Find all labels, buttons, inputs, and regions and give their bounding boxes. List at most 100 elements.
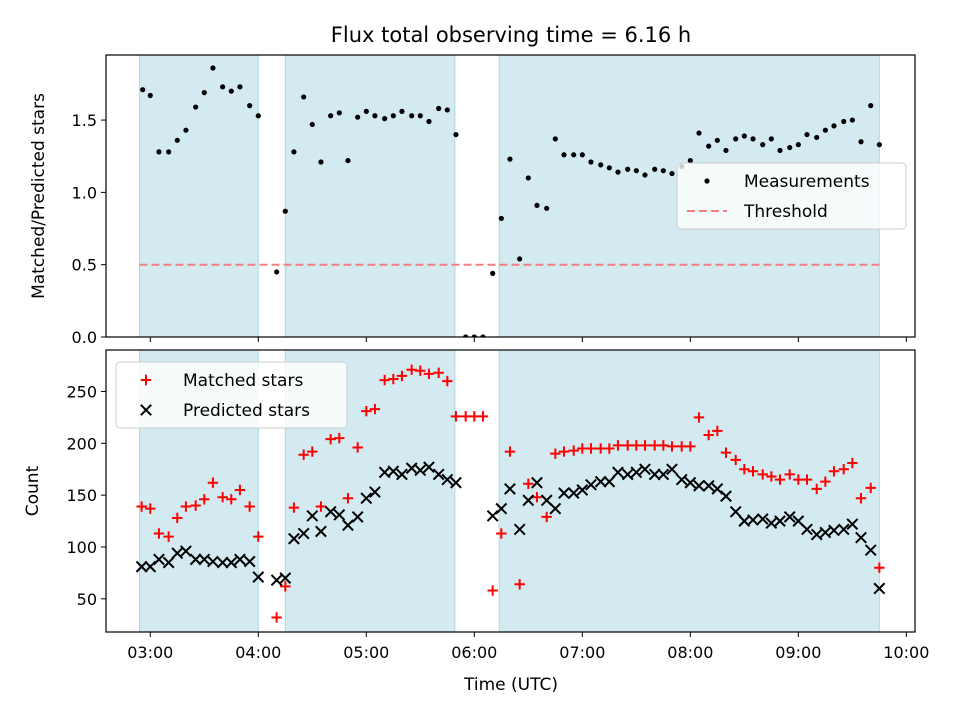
y-tick-label: 0.5 xyxy=(72,256,97,275)
predicted-star-point xyxy=(603,475,616,488)
predicted-star-point xyxy=(783,511,796,523)
matched-star-point xyxy=(253,531,264,542)
measurement-point xyxy=(858,139,864,145)
y-tick-label: 250 xyxy=(66,382,97,401)
legend-box xyxy=(115,361,348,429)
predicted-star-point xyxy=(504,483,516,495)
measurement-point xyxy=(687,157,693,164)
matched-star-point xyxy=(712,425,723,437)
y-tick-label: 200 xyxy=(66,434,97,453)
x-tick-label: 09:00 xyxy=(775,643,821,662)
predicted-star-point xyxy=(576,484,589,496)
predicted-star-point xyxy=(153,553,165,566)
predicted-star-point xyxy=(639,463,651,476)
x-tick-label: 04:00 xyxy=(235,643,281,662)
measurement-point xyxy=(652,166,658,172)
predicted-star-point xyxy=(315,525,327,538)
measurement-point xyxy=(301,94,307,100)
top-panel: 0.0 0.5 1.0 1.5 Matched/Predicted stars Measu… xyxy=(29,54,916,347)
legend-box xyxy=(676,162,907,230)
predicted-star-point xyxy=(207,555,219,568)
matched-star-point xyxy=(450,411,462,422)
matched-star-point xyxy=(352,442,363,453)
measurement-point xyxy=(868,103,874,109)
predicted-star-point xyxy=(441,473,454,486)
matched-star-point xyxy=(180,501,192,512)
measurement-point xyxy=(345,157,351,164)
plot-area xyxy=(139,65,882,337)
matched-star-point xyxy=(604,443,615,454)
measurement-point xyxy=(382,116,388,122)
measurement-point xyxy=(282,208,288,214)
predicted-star-point xyxy=(351,511,364,523)
measurement-point xyxy=(795,142,801,148)
predicted-star-point xyxy=(531,476,543,489)
matched-star-point xyxy=(396,370,408,382)
predicted-star-point xyxy=(432,468,445,481)
matched-star-point xyxy=(865,482,876,494)
matched-star-point xyxy=(838,464,849,475)
measurement-point xyxy=(669,170,675,177)
measurement-point xyxy=(463,334,469,337)
measurement-point xyxy=(390,113,396,119)
matched-star-point xyxy=(811,483,822,495)
measurement-point xyxy=(274,269,280,275)
y-tick-label: 0.0 xyxy=(72,328,97,347)
matched-star-point xyxy=(514,579,525,590)
measurement-point xyxy=(399,108,405,114)
predicted-star-point xyxy=(162,556,175,569)
measurement-point xyxy=(831,123,837,129)
measurement-point xyxy=(588,159,594,165)
predicted-star-point xyxy=(558,487,570,499)
matched-star-point xyxy=(747,466,759,477)
predicted-star-point xyxy=(567,487,580,499)
predicted-star-point xyxy=(495,502,508,515)
predicted-star-point xyxy=(360,492,373,505)
predicted-star-point xyxy=(522,494,535,507)
matched-star-point xyxy=(558,446,570,457)
matched-star-point xyxy=(487,585,498,596)
matched-star-point xyxy=(784,469,795,480)
y-axis-label: Count xyxy=(23,465,43,516)
matched-star-point xyxy=(766,471,777,482)
y-tick-label: 150 xyxy=(66,486,97,505)
measurement-point xyxy=(814,134,820,141)
predicted-star-point xyxy=(873,582,886,595)
measurement-point xyxy=(579,152,585,158)
measurement-point xyxy=(552,136,558,142)
measurement-point xyxy=(544,205,550,211)
predicted-star-point xyxy=(837,523,850,536)
matched-star-point xyxy=(234,484,246,496)
measurement-point xyxy=(444,107,450,113)
predicted-star-point xyxy=(828,524,840,537)
predicted-star-point xyxy=(279,572,292,584)
measurement-point xyxy=(140,87,146,93)
matched-star-point xyxy=(820,476,831,487)
matched-star-point xyxy=(855,493,867,504)
measurement-point xyxy=(247,103,253,109)
y-tick-label: 1.0 xyxy=(72,183,97,202)
matched-star-point xyxy=(361,405,372,417)
legend-label: Measurements xyxy=(744,172,870,192)
predicted-star-point xyxy=(396,468,408,481)
matched-star-point xyxy=(568,445,579,456)
predicted-star-point xyxy=(648,468,661,481)
matched-star-point xyxy=(693,412,705,423)
measurement-point xyxy=(453,131,459,138)
matched-star-point xyxy=(739,464,750,475)
x-tick-label: 05:00 xyxy=(343,643,389,662)
matched-star-point xyxy=(433,367,444,379)
measurement-point xyxy=(426,118,432,125)
shaded-interval xyxy=(498,349,880,633)
measurement-point xyxy=(174,137,180,143)
measurement-point xyxy=(193,104,199,110)
predicted-star-point xyxy=(729,505,742,518)
measurement-point xyxy=(571,152,577,158)
measurement-point xyxy=(220,84,226,90)
measurement-point xyxy=(822,127,828,133)
predicted-star-point xyxy=(621,468,634,481)
measurement-point xyxy=(471,334,477,337)
measurement-point xyxy=(490,270,496,276)
predicted-star-point xyxy=(450,476,462,489)
